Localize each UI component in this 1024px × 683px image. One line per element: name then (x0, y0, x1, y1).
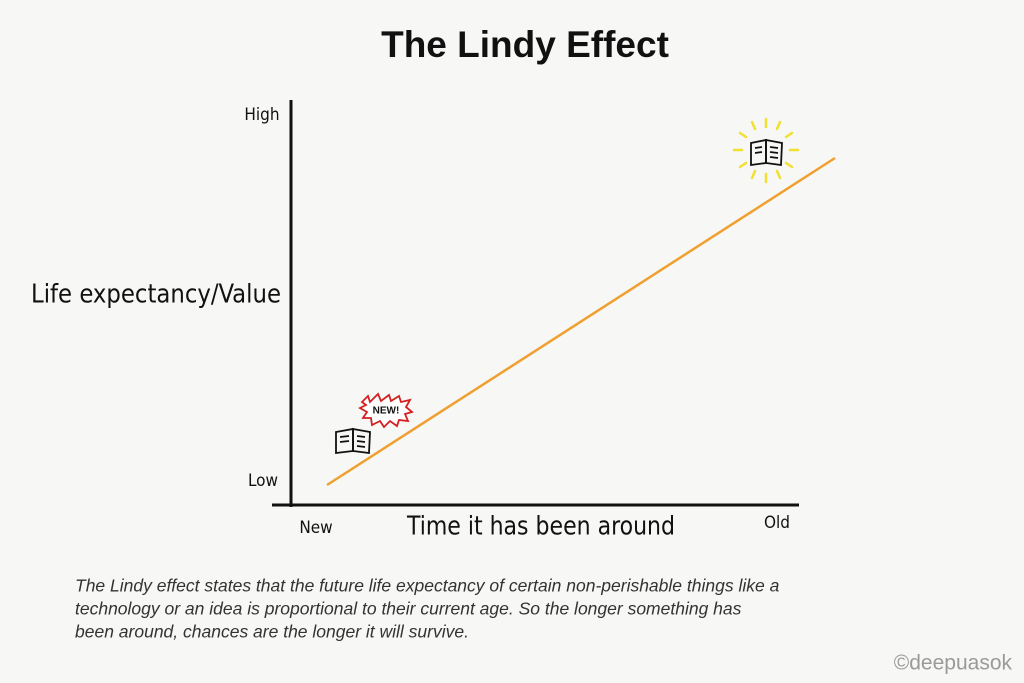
caption-line: been around, chances are the longer it w… (75, 622, 469, 642)
y-axis-label: Life expectancy/Value (31, 280, 281, 310)
title: The Lindy Effect (381, 24, 669, 65)
x-end-label: Old (764, 513, 790, 533)
y-low-label: Low (248, 471, 278, 491)
trend-line (326, 156, 836, 487)
new-book-icon (335, 427, 371, 455)
caption-line: technology or an idea is proportional to… (75, 599, 742, 619)
badge-text: NEW! (373, 406, 400, 417)
x-start-label: New (299, 518, 332, 538)
x-axis-label: Time it has been around (406, 512, 675, 542)
caption-line: The Lindy effect states that the future … (75, 576, 780, 596)
old-book-icon (750, 138, 783, 167)
sun-rays (732, 117, 800, 184)
new-badge (358, 392, 414, 429)
credit: ©deepuasok (894, 652, 1013, 675)
y-high-label: High (244, 105, 279, 125)
